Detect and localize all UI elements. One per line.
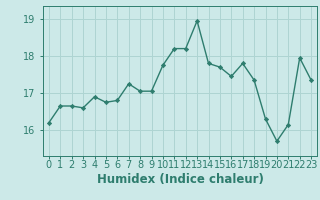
X-axis label: Humidex (Indice chaleur): Humidex (Indice chaleur) bbox=[97, 173, 263, 186]
